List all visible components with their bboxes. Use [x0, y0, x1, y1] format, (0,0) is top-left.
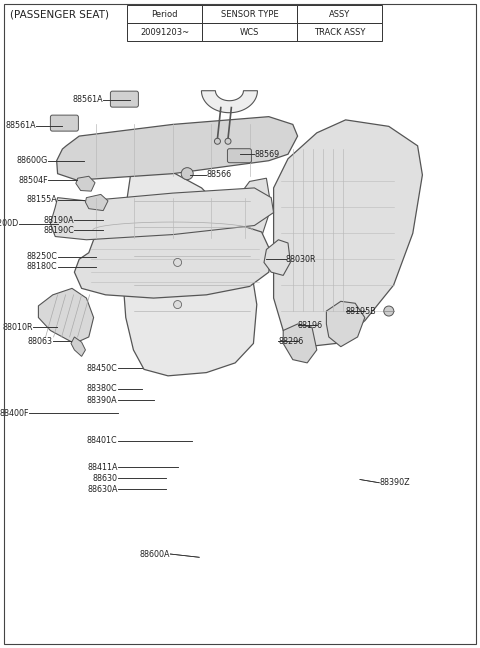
- Polygon shape: [235, 178, 271, 240]
- Text: 88630A: 88630A: [87, 485, 118, 494]
- Text: 88600G: 88600G: [17, 156, 48, 165]
- Text: 88380C: 88380C: [87, 384, 118, 393]
- Text: 88200D: 88200D: [0, 219, 19, 228]
- Text: 88030R: 88030R: [286, 255, 316, 264]
- Text: 88390Z: 88390Z: [379, 478, 410, 487]
- Circle shape: [181, 168, 193, 179]
- Polygon shape: [74, 224, 271, 298]
- Polygon shape: [326, 301, 365, 347]
- Text: 88411A: 88411A: [87, 463, 118, 472]
- Text: 20091203~: 20091203~: [140, 28, 189, 37]
- Text: SENSOR TYPE: SENSOR TYPE: [221, 10, 278, 19]
- Polygon shape: [50, 188, 274, 240]
- Text: 88504F: 88504F: [18, 176, 48, 185]
- Text: 88569: 88569: [254, 150, 280, 159]
- Text: 88296: 88296: [278, 337, 304, 346]
- FancyBboxPatch shape: [110, 91, 138, 107]
- Text: 88190A: 88190A: [44, 216, 74, 225]
- Text: ASSY: ASSY: [329, 10, 350, 19]
- Text: 88196: 88196: [298, 321, 323, 330]
- Text: Period: Period: [152, 10, 178, 19]
- Bar: [202, 23, 297, 41]
- Text: 88390A: 88390A: [87, 396, 118, 405]
- Bar: [127, 23, 202, 41]
- Bar: [127, 5, 202, 23]
- Polygon shape: [274, 120, 422, 347]
- Circle shape: [225, 138, 231, 145]
- Text: TRACK ASSY: TRACK ASSY: [314, 28, 365, 37]
- Text: 88250C: 88250C: [27, 252, 58, 261]
- FancyBboxPatch shape: [228, 148, 252, 163]
- Text: 88561A: 88561A: [72, 95, 103, 104]
- Polygon shape: [76, 176, 95, 191]
- Polygon shape: [264, 240, 290, 275]
- Text: 88401C: 88401C: [87, 436, 118, 445]
- Bar: [202, 5, 297, 23]
- Text: 88566: 88566: [206, 170, 231, 179]
- Polygon shape: [122, 150, 257, 376]
- Text: 88010R: 88010R: [2, 323, 33, 332]
- Text: 88180C: 88180C: [27, 262, 58, 272]
- Text: 88190C: 88190C: [44, 226, 74, 235]
- Polygon shape: [38, 288, 94, 343]
- Circle shape: [174, 301, 181, 308]
- Circle shape: [384, 306, 394, 316]
- Text: 88561A: 88561A: [5, 121, 36, 130]
- Bar: [297, 5, 382, 23]
- Text: 88450C: 88450C: [87, 364, 118, 373]
- Bar: [297, 23, 382, 41]
- Polygon shape: [283, 324, 317, 363]
- Text: 88195B: 88195B: [346, 307, 376, 316]
- Text: 88600A: 88600A: [140, 550, 170, 559]
- Polygon shape: [71, 337, 85, 356]
- Polygon shape: [202, 91, 257, 113]
- Text: 88400F: 88400F: [0, 409, 29, 418]
- Text: 88063: 88063: [28, 337, 53, 346]
- FancyBboxPatch shape: [50, 115, 78, 131]
- Circle shape: [174, 259, 181, 266]
- Polygon shape: [85, 194, 108, 211]
- Text: WCS: WCS: [240, 28, 259, 37]
- Text: (PASSENGER SEAT): (PASSENGER SEAT): [10, 10, 108, 19]
- Text: 88630: 88630: [93, 474, 118, 483]
- Circle shape: [215, 138, 220, 145]
- Text: 88155A: 88155A: [27, 195, 58, 204]
- Polygon shape: [57, 117, 298, 180]
